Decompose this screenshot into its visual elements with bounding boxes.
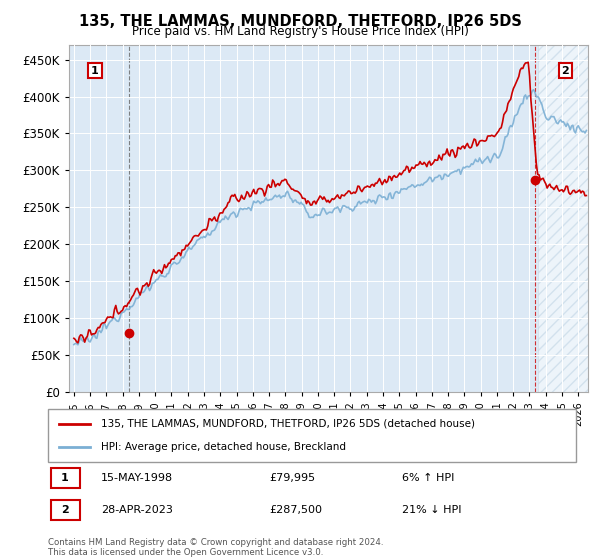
Bar [538,45,588,392]
Text: £287,500: £287,500 [270,505,323,515]
Text: 21% ↓ HPI: 21% ↓ HPI [402,505,461,515]
Text: 135, THE LAMMAS, MUNDFORD, THETFORD, IP26 5DS: 135, THE LAMMAS, MUNDFORD, THETFORD, IP2… [79,14,521,29]
FancyBboxPatch shape [48,409,576,462]
Text: 28-APR-2023: 28-APR-2023 [101,505,173,515]
Text: Contains HM Land Registry data © Crown copyright and database right 2024.
This d: Contains HM Land Registry data © Crown c… [48,538,383,557]
FancyBboxPatch shape [50,468,80,488]
Text: HPI: Average price, detached house, Breckland: HPI: Average price, detached house, Brec… [101,442,346,452]
Text: 1: 1 [61,473,69,483]
Text: £79,995: £79,995 [270,473,316,483]
Text: 1: 1 [91,66,99,76]
Text: Price paid vs. HM Land Registry's House Price Index (HPI): Price paid vs. HM Land Registry's House … [131,25,469,38]
FancyBboxPatch shape [50,500,80,520]
Text: 135, THE LAMMAS, MUNDFORD, THETFORD, IP26 5DS (detached house): 135, THE LAMMAS, MUNDFORD, THETFORD, IP2… [101,419,475,429]
Text: 2: 2 [61,505,69,515]
Text: 2: 2 [562,66,569,76]
Text: 15-MAY-1998: 15-MAY-1998 [101,473,173,483]
Text: 6% ↑ HPI: 6% ↑ HPI [402,473,454,483]
